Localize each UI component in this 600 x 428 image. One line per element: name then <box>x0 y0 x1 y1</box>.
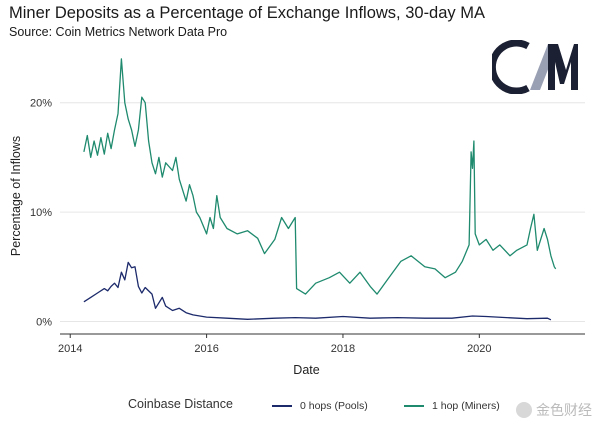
legend-item-miners: 1 hop (Miners) <box>404 400 500 412</box>
chart-title: Miner Deposits as a Percentage of Exchan… <box>9 4 485 22</box>
y-tick-label: 10% <box>30 207 52 219</box>
y-axis: 0% 10% 20% <box>30 98 52 329</box>
x-tick-label: 2020 <box>467 343 491 355</box>
legend-title: Coinbase Distance <box>128 397 233 411</box>
watermark-text: 金色财经 <box>536 402 592 418</box>
chart-series-layer <box>83 58 557 321</box>
series-line-pools <box>83 261 552 321</box>
watermark-coin-icon <box>516 402 532 418</box>
y-axis-label: Percentage of Inflows <box>9 136 23 256</box>
coinmetrics-logo-icon <box>492 40 578 94</box>
series-line-miners <box>83 58 557 295</box>
x-axis: 2014 2016 2018 2020 <box>58 333 585 355</box>
legend-item-pools: 0 hops (Pools) <box>272 400 368 412</box>
legend-swatch-pools <box>272 405 292 407</box>
x-axis-label: Date <box>293 363 319 377</box>
x-tick-label: 2016 <box>194 343 218 355</box>
chart-subtitle: Source: Coin Metrics Network Data Pro <box>9 25 228 39</box>
watermark: 金色财经 <box>516 400 592 420</box>
y-tick-label: 20% <box>30 98 52 110</box>
legend-label-pools: 0 hops (Pools) <box>300 400 368 412</box>
y-tick-label: 0% <box>36 316 52 328</box>
legend-swatch-miners <box>404 405 424 407</box>
x-tick-label: 2018 <box>331 343 355 355</box>
chart-grid <box>60 102 585 322</box>
x-tick-label: 2014 <box>58 343 82 355</box>
legend-label-miners: 1 hop (Miners) <box>432 400 500 412</box>
